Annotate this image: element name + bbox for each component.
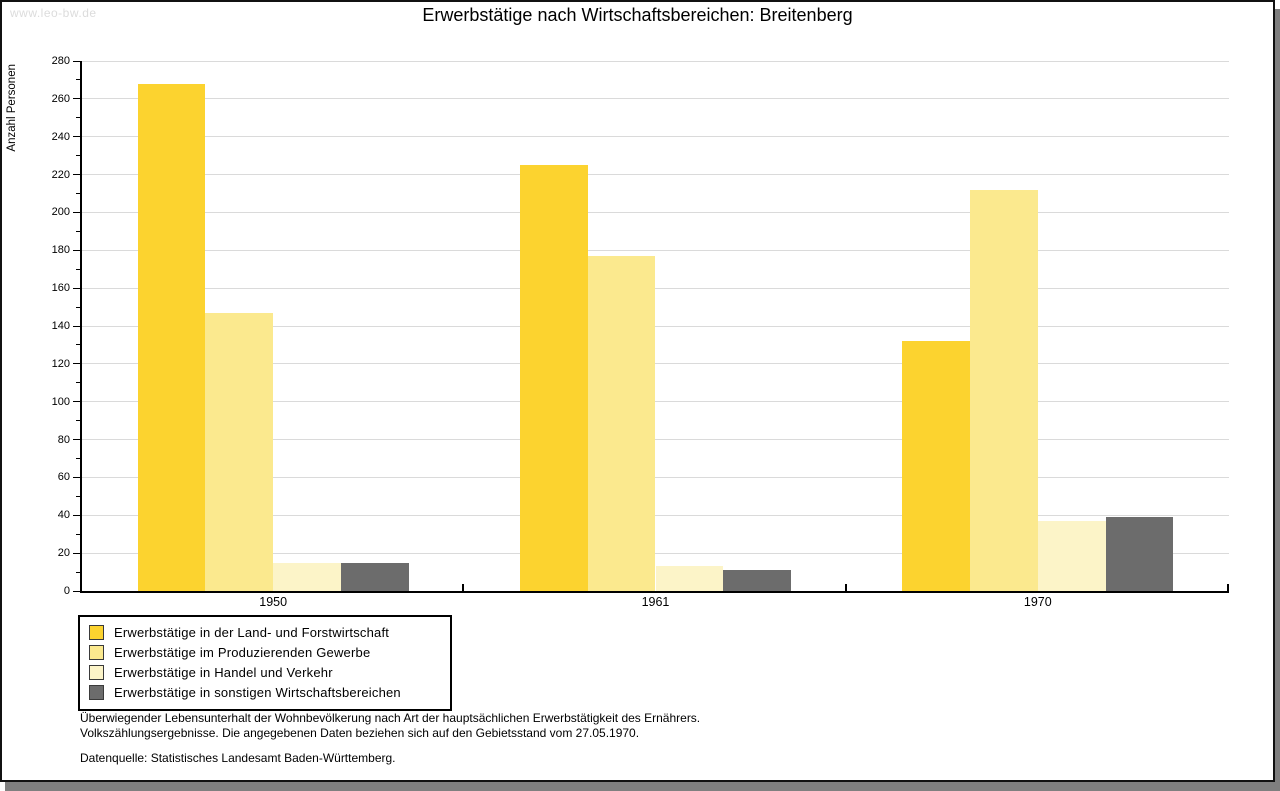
legend-label: Erwerbstätige in sonstigen Wirtschaftsbe… bbox=[114, 684, 401, 700]
y-axis-minor-tick bbox=[76, 79, 80, 81]
x-axis-category-label: 1970 bbox=[1023, 595, 1052, 609]
gridline bbox=[82, 476, 1229, 478]
y-axis-minor-tick bbox=[76, 533, 80, 535]
y-axis-tick-label: 220 bbox=[51, 168, 70, 181]
bar-1961-series-4 bbox=[723, 570, 791, 591]
y-axis-major-tick bbox=[73, 552, 80, 554]
y-axis-tick-label: 200 bbox=[51, 206, 70, 219]
x-axis-tick bbox=[844, 584, 847, 591]
footnote-source: Datenquelle: Statistisches Landesamt Bad… bbox=[80, 751, 396, 765]
y-axis-minor-tick bbox=[76, 458, 80, 459]
y-axis-tick-label: 0 bbox=[63, 585, 70, 597]
gridline bbox=[82, 514, 1229, 516]
gridline bbox=[82, 439, 1229, 441]
y-axis-major-tick bbox=[73, 174, 80, 176]
x-axis-tick bbox=[462, 584, 465, 591]
y-axis-label: Anzahl Personen bbox=[6, 64, 18, 152]
y-axis-tick-label: 60 bbox=[57, 471, 70, 484]
y-axis-tick-label: 100 bbox=[51, 395, 70, 408]
bar-1970-series-2 bbox=[970, 189, 1038, 591]
gridline bbox=[82, 325, 1229, 327]
footnote-line-1: Überwiegender Lebensunterhalt der Wohnbe… bbox=[80, 711, 701, 725]
y-axis-tick-label: 260 bbox=[51, 92, 70, 105]
gridline bbox=[82, 174, 1229, 176]
x-axis-category-label: 1961 bbox=[641, 595, 670, 609]
y-axis-major-tick bbox=[73, 476, 80, 478]
y-axis-major-tick bbox=[73, 60, 80, 62]
bar-1970-series-1 bbox=[902, 341, 971, 591]
gridline bbox=[82, 552, 1229, 554]
legend-label: Erwerbstätige im Produzierenden Gewerbe bbox=[114, 644, 371, 660]
y-axis-major-tick bbox=[73, 249, 80, 251]
y-axis-minor-tick bbox=[76, 382, 80, 384]
y-axis-major-tick bbox=[73, 136, 80, 138]
y-axis-minor-tick bbox=[76, 117, 80, 119]
y-axis-minor-tick bbox=[76, 420, 80, 422]
y-axis-tick-label: 120 bbox=[51, 357, 70, 370]
y-axis-major-tick bbox=[73, 401, 80, 403]
y-axis-major-tick bbox=[73, 98, 80, 100]
legend: Erwerbstätige in der Land- und Forstwirt… bbox=[78, 615, 452, 711]
y-axis-tick-label: 240 bbox=[51, 130, 70, 143]
footnote-line-2: Volkszählungsergebnisse. Die angegebenen… bbox=[80, 726, 640, 740]
y-axis-minor-tick bbox=[76, 268, 80, 270]
bar-1950-series-2 bbox=[205, 312, 274, 591]
plot-area: 0 20 40 60 80 100 120 140 160 180 200 220 240 260 280 1… bbox=[52, 55, 1229, 609]
legend-row: Erwerbstätige in der Land- und Forstwirt… bbox=[89, 622, 441, 642]
y-axis-minor-tick bbox=[76, 495, 80, 497]
y-axis-tick-label: 180 bbox=[51, 244, 70, 257]
legend-row: Erwerbstätige in sonstigen Wirtschaftsbe… bbox=[89, 682, 441, 702]
y-axis-major-tick bbox=[73, 514, 80, 516]
y-axis-major-tick bbox=[73, 287, 80, 289]
y-axis-minor-tick bbox=[76, 306, 80, 308]
bar-1950-series-1 bbox=[137, 83, 206, 591]
legend-row: Erwerbstätige in Handel und Verkehr bbox=[89, 662, 441, 682]
gridline bbox=[82, 60, 1229, 62]
legend-label: Erwerbstätige in Handel und Verkehr bbox=[114, 664, 333, 680]
legend-row: Erwerbstätige im Produzierenden Gewerbe bbox=[89, 642, 441, 662]
y-axis-major-tick bbox=[73, 325, 80, 327]
bar-1961-series-1 bbox=[520, 165, 588, 591]
y-axis-major-tick bbox=[73, 590, 80, 592]
y-axis-tick-label: 20 bbox=[57, 547, 70, 560]
y-axis-major-tick bbox=[73, 211, 80, 213]
x-axis-tick bbox=[1227, 584, 1229, 591]
footnote-description: Überwiegender Lebensunterhalt der Wohnbe… bbox=[80, 711, 700, 741]
gridline bbox=[82, 211, 1229, 213]
bar-1961-series-2 bbox=[587, 255, 656, 591]
gridline bbox=[82, 287, 1229, 289]
legend-swatch-icon bbox=[89, 644, 104, 660]
bar-1950-series-3 bbox=[273, 562, 341, 591]
y-axis-minor-tick bbox=[76, 571, 80, 573]
bar-1970-series-3 bbox=[1037, 520, 1106, 591]
y-axis-major-tick bbox=[73, 363, 80, 365]
chart-title: Erwerbstätige nach Wirtschaftsbereichen:… bbox=[422, 5, 853, 25]
legend-swatch-icon bbox=[89, 624, 104, 640]
gridline bbox=[82, 249, 1229, 251]
y-axis-tick-label: 80 bbox=[57, 433, 70, 446]
y-axis-major-tick bbox=[73, 439, 80, 441]
bar-1950-series-4 bbox=[340, 562, 409, 591]
y-axis-minor-tick bbox=[76, 193, 80, 194]
y-axis-minor-tick bbox=[76, 230, 80, 232]
gridline bbox=[82, 401, 1229, 403]
y-axis-tick-label: 280 bbox=[51, 55, 70, 67]
y-axis-tick-label: 160 bbox=[51, 282, 70, 295]
bar-1961-series-3 bbox=[655, 566, 724, 591]
legend-label: Erwerbstätige in der Land- und Forstwirt… bbox=[114, 624, 390, 640]
y-axis-tick-label: 140 bbox=[51, 320, 70, 332]
legend-swatch-icon bbox=[89, 664, 104, 680]
y-axis-tick-label: 40 bbox=[57, 509, 70, 522]
bar-1970-series-4 bbox=[1105, 517, 1174, 591]
gridline bbox=[82, 98, 1229, 100]
x-axis-category-label: 1950 bbox=[259, 595, 288, 609]
gridline bbox=[82, 136, 1229, 138]
watermark: www.leo-bw.de bbox=[10, 6, 97, 20]
y-axis-minor-tick bbox=[76, 344, 80, 346]
gridline bbox=[82, 363, 1229, 365]
y-axis-minor-tick bbox=[76, 155, 80, 157]
legend-swatch-icon bbox=[89, 684, 104, 700]
